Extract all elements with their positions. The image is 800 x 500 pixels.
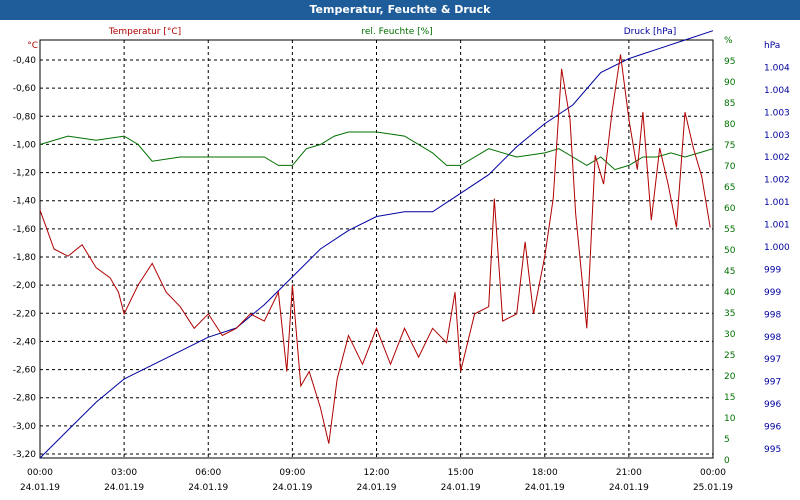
humidity-tick-label: 60: [724, 204, 736, 214]
x-tick-label-date: 24.01.19: [272, 483, 312, 493]
series-label-humidity: rel. Feuchte [%]: [361, 27, 432, 37]
left-tick-label: -2,00: [13, 281, 37, 291]
humidity-tick-label: 35: [724, 309, 735, 319]
pressure-tick-label: 999: [764, 265, 781, 275]
humidity-tick-label: %: [724, 36, 733, 46]
pressure-tick-label: 995: [764, 445, 781, 455]
humidity-tick-label: 50: [724, 246, 736, 256]
humidity-tick-label: 30: [724, 330, 736, 340]
chart-title: Temperatur, Feuchte & Druck: [309, 3, 491, 16]
left-tick-label: -1,20: [13, 169, 37, 179]
series-label-temperature: Temperatur [°C]: [108, 27, 181, 37]
humidity-tick-label: 0: [724, 456, 730, 466]
pressure-tick-label: 1.001: [764, 198, 790, 208]
humidity-tick-label: 55: [724, 225, 735, 235]
humidity-tick-label: 15: [724, 393, 735, 403]
pressure-tick-label: 1.003: [764, 108, 790, 118]
left-tick-label: -2,20: [13, 309, 37, 319]
humidity-tick-label: 80: [724, 120, 736, 130]
x-tick-label-time: 21:00: [616, 468, 642, 478]
humidity-tick-label: 5: [724, 435, 730, 445]
humidity-tick-label: 90: [724, 78, 736, 88]
x-tick-label-time: 03:00: [111, 468, 137, 478]
pressure-tick-label: 997: [764, 355, 781, 365]
humidity-tick-label: 95: [724, 57, 735, 67]
pressure-tick-label: 997: [764, 378, 781, 388]
x-tick-label-time: 18:00: [532, 468, 558, 478]
x-tick-label-time: 09:00: [279, 468, 305, 478]
pressure-tick-label: 998: [764, 333, 781, 343]
humidity-tick-label: 65: [724, 183, 735, 193]
pressure-tick-label: 1.002: [764, 176, 790, 186]
x-tick-label-time: 15:00: [448, 468, 474, 478]
series-label-pressure: Druck [hPa]: [624, 27, 677, 37]
pressure-tick-label: hPa: [764, 41, 780, 51]
pressure-tick-label: 1.001: [764, 221, 790, 231]
title-bar: Temperatur, Feuchte & Druck: [0, 0, 800, 20]
pressure-tick-label: 1.000: [764, 243, 790, 253]
pressure-tick-label: 1.004: [764, 86, 790, 96]
left-tick-label: -3,00: [13, 422, 37, 432]
left-tick-label: -2,40: [13, 337, 37, 347]
left-tick-label: -1,80: [13, 253, 37, 263]
x-tick-label-date: 24.01.19: [441, 483, 481, 493]
left-tick-label: -1,00: [13, 140, 37, 150]
pressure-tick-label: 1.004: [764, 63, 790, 73]
humidity-tick-label: 45: [724, 267, 735, 277]
x-tick-label-date: 25.01.19: [693, 483, 733, 493]
humidity-tick-label: 75: [724, 141, 735, 151]
left-tick-label: -3,20: [13, 450, 37, 460]
x-tick-label-time: 12:00: [364, 468, 390, 478]
humidity-tick-label: 10: [724, 414, 736, 424]
x-tick-label-time: 06:00: [195, 468, 221, 478]
humidity-tick-label: 85: [724, 99, 735, 109]
x-tick-label-date: 24.01.19: [20, 483, 60, 493]
humidity-tick-label: 25: [724, 351, 735, 361]
pressure-tick-label: 996: [764, 423, 781, 433]
left-tick-label: -1,60: [13, 225, 37, 235]
left-tick-label: -1,40: [13, 197, 37, 207]
x-tick-label-date: 24.01.19: [609, 483, 649, 493]
left-tick-label: -0,60: [13, 84, 37, 94]
pressure-tick-label: 999: [764, 288, 781, 298]
pressure-tick-label: 996: [764, 400, 781, 410]
left-tick-label: -0,40: [13, 56, 37, 66]
pressure-tick-label: 1.003: [764, 131, 790, 141]
series-line-temperature: [39, 54, 711, 444]
humidity-tick-label: 20: [724, 372, 736, 382]
series-line-humidity: [39, 131, 714, 171]
x-tick-label-date: 24.01.19: [188, 483, 228, 493]
x-tick-label-date: 24.01.19: [525, 483, 565, 493]
left-tick-label: -0,80: [13, 112, 37, 122]
x-tick-label-time: 00:00: [27, 468, 53, 478]
pressure-tick-label: 998: [764, 310, 781, 320]
left-axis-unit: °C: [27, 41, 38, 51]
pressure-tick-label: 1.002: [764, 153, 790, 163]
x-tick-label-time: 00:00: [700, 468, 726, 478]
x-tick-label-date: 24.01.19: [104, 483, 144, 493]
humidity-tick-label: 70: [724, 162, 736, 172]
humidity-tick-label: 40: [724, 288, 736, 298]
left-tick-label: -2,80: [13, 394, 37, 404]
x-tick-label-date: 24.01.19: [356, 483, 396, 493]
series-line-pressure: [39, 30, 714, 459]
left-tick-label: -2,60: [13, 366, 37, 376]
